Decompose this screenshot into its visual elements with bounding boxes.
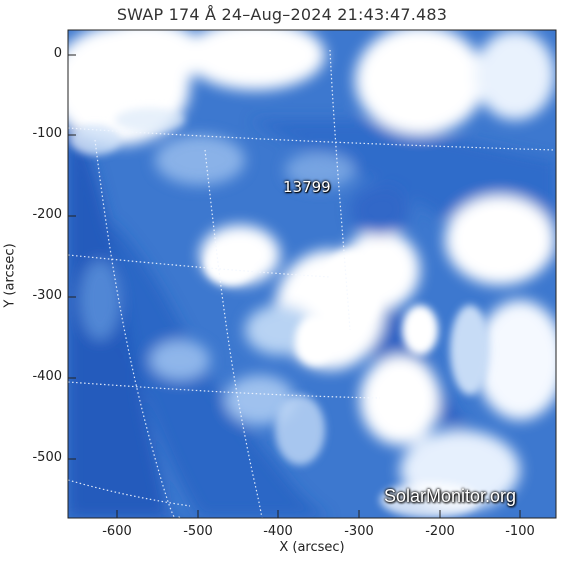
y-tick-label: 0	[53, 46, 62, 61]
x-tick-label: -300	[344, 524, 374, 539]
x-tick-label: -400	[263, 524, 293, 539]
euv-image	[68, 30, 556, 518]
axis-ticks	[68, 54, 521, 518]
y-tick-label: -100	[32, 126, 62, 141]
y-tick-label: -400	[32, 369, 62, 384]
y-axis-label: Y (arcsec)	[2, 243, 18, 308]
y-tick-label: -300	[32, 288, 62, 303]
y-tick-label: -200	[32, 207, 62, 222]
x-tick-label: -100	[505, 524, 535, 539]
plot-frame	[67, 29, 557, 519]
x-tick-label: -200	[425, 524, 455, 539]
active-region-label: 13799	[283, 178, 331, 196]
figure-title: SWAP 174 Å 24–Aug–2024 21:43:47.483	[116, 5, 448, 24]
x-axis-label: X (arcsec)	[279, 540, 345, 555]
heliographic-grid	[68, 49, 556, 518]
watermark-logo-text: SolarMonitor.org	[384, 486, 517, 506]
x-tick-label: -500	[183, 524, 213, 539]
x-tick-label: -600	[102, 524, 132, 539]
y-tick-label: -500	[32, 450, 62, 465]
